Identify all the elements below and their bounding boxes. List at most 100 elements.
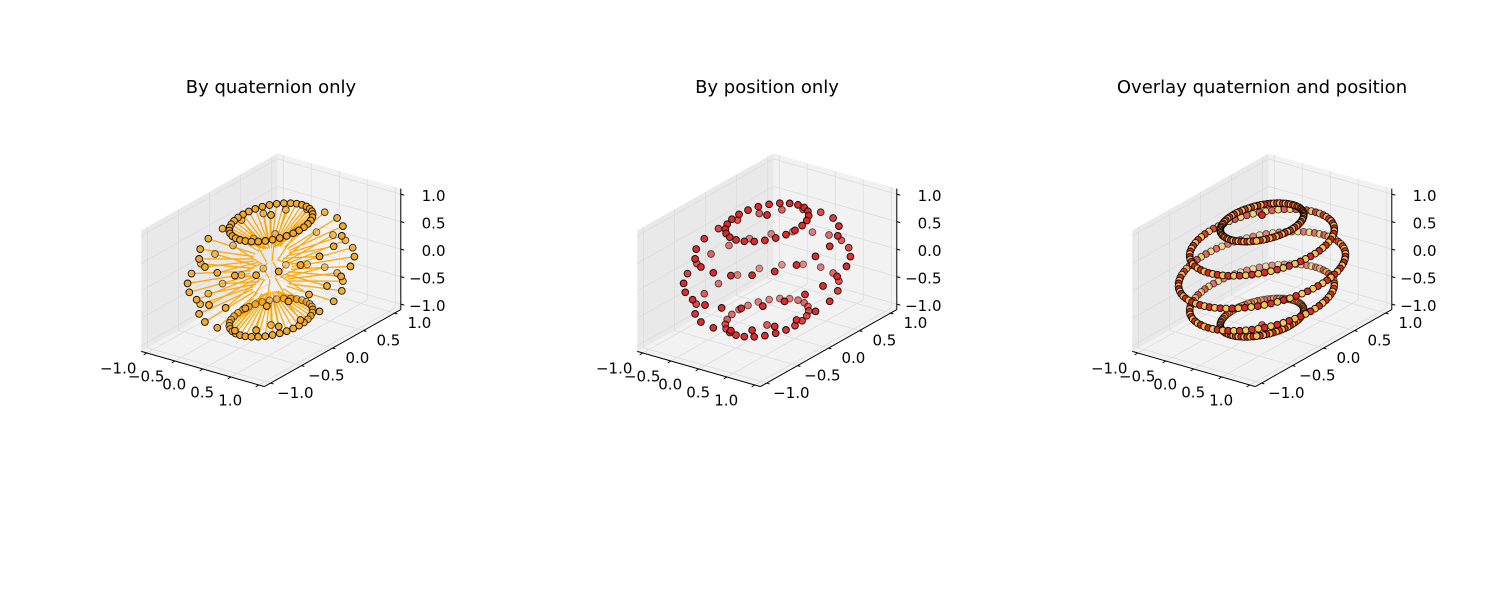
z-tick: [896, 303, 901, 306]
data-point: [725, 241, 733, 250]
data-point: [211, 250, 219, 258]
data-point: [296, 316, 305, 324]
data-point: [846, 252, 855, 261]
data-points: [679, 199, 855, 341]
gridline: [1268, 213, 1392, 250]
direction-vector: [277, 297, 300, 326]
data-point: [251, 300, 260, 308]
data-point: [802, 311, 811, 320]
direction-vector: [254, 208, 268, 241]
data-point: [792, 316, 801, 324]
z-tick: [1391, 193, 1396, 196]
data-point: [315, 307, 324, 316]
direction-vector: [248, 211, 267, 242]
direction-vector: [287, 217, 338, 250]
data-point: [187, 269, 196, 278]
tick-labels: −1.0−1.0−1.0−0.5 −0.5−0.50.00.00.00.50.50…: [1091, 187, 1437, 410]
direction-vector: [284, 273, 328, 287]
gridline: [277, 158, 401, 195]
data-point: [835, 222, 843, 230]
y-tick: [1323, 347, 1327, 350]
gridline: [773, 186, 897, 222]
data-point: [1241, 271, 1250, 280]
data-point: [279, 199, 288, 208]
y-tick: [363, 330, 367, 332]
data-point: [1252, 332, 1261, 340]
direction-vector: [225, 279, 261, 309]
data-point: [792, 261, 801, 269]
data-point: [261, 332, 270, 341]
x-tick: [695, 368, 700, 372]
y-tick: [1354, 330, 1358, 332]
data-point: [259, 209, 268, 218]
z-tick-label: −1.0: [409, 297, 445, 315]
data-point: [229, 241, 237, 250]
subplot-title: By position only: [695, 77, 839, 98]
subplot-title: By quaternion only: [186, 77, 357, 98]
gridline: [1249, 307, 1387, 386]
y-tick-label: 1.0: [1398, 314, 1422, 332]
data-point: [333, 214, 341, 222]
subplot-overlay: Overlay quaternion and position−1.0−1.0−…: [1091, 77, 1437, 410]
data-point: [717, 304, 726, 312]
data-point: [329, 297, 338, 306]
gridline: [1268, 158, 1392, 195]
z-tick-label: 1.0: [918, 187, 942, 205]
z-tick-label: −0.5: [409, 270, 445, 288]
gridline: [1132, 186, 1269, 264]
data-point: [268, 331, 277, 339]
y-axis-line: [264, 309, 402, 388]
y-tick-label: 1.0: [407, 314, 431, 332]
data-point: [1247, 303, 1256, 311]
x-tick: [751, 384, 756, 388]
data-point: [275, 329, 284, 338]
y-tick: [1261, 382, 1265, 385]
data-point: [204, 234, 213, 243]
data-point: [221, 304, 230, 312]
direction-vector: [276, 203, 298, 240]
z-tick: [400, 193, 405, 196]
data-point: [265, 201, 274, 209]
x-tick-label: −1.0: [1091, 360, 1127, 378]
direction-vector: [244, 300, 266, 337]
z-tick: [896, 276, 901, 279]
direction-vector: [280, 275, 310, 296]
data-point: [833, 272, 841, 281]
z-tick-label: −1.0: [905, 297, 941, 315]
z-tick-label: −1.0: [1400, 297, 1436, 315]
x-tick-label: −1.0: [100, 360, 136, 378]
gridline: [637, 213, 774, 292]
data-point: [709, 268, 718, 277]
direction-vector: [288, 282, 342, 292]
data-point: [1249, 209, 1257, 218]
gridline: [773, 213, 897, 250]
data-point: [750, 237, 759, 246]
z-tick-label: 0.5: [1413, 215, 1437, 233]
y-tick-label: 0.5: [872, 331, 896, 349]
direction-vector: [288, 271, 342, 277]
data-point: [312, 228, 321, 236]
data-point: [254, 332, 263, 341]
data-point: [218, 279, 227, 288]
data-point: [748, 271, 756, 280]
tick-labels: −1.0−1.0−1.0−0.5 −0.5−0.50.00.00.00.50.50…: [596, 187, 942, 410]
data-point: [289, 229, 298, 238]
gridline: [141, 186, 278, 264]
data-point: [691, 310, 699, 318]
y-tick: [1385, 312, 1389, 315]
z-tick: [400, 303, 405, 306]
data-point: [733, 271, 742, 279]
data-point: [1273, 320, 1282, 329]
data-point: [247, 332, 256, 341]
data-point: [339, 222, 347, 230]
y-tick-label: 1.0: [903, 314, 927, 332]
data-point: [725, 233, 734, 242]
data-point: [727, 271, 735, 280]
data-point: [231, 271, 239, 280]
y-tick: [828, 347, 832, 350]
direction-vector: [200, 248, 254, 258]
data-point: [681, 288, 690, 297]
data-point: [714, 279, 723, 288]
data-point: [808, 228, 817, 236]
data-point: [261, 237, 270, 245]
